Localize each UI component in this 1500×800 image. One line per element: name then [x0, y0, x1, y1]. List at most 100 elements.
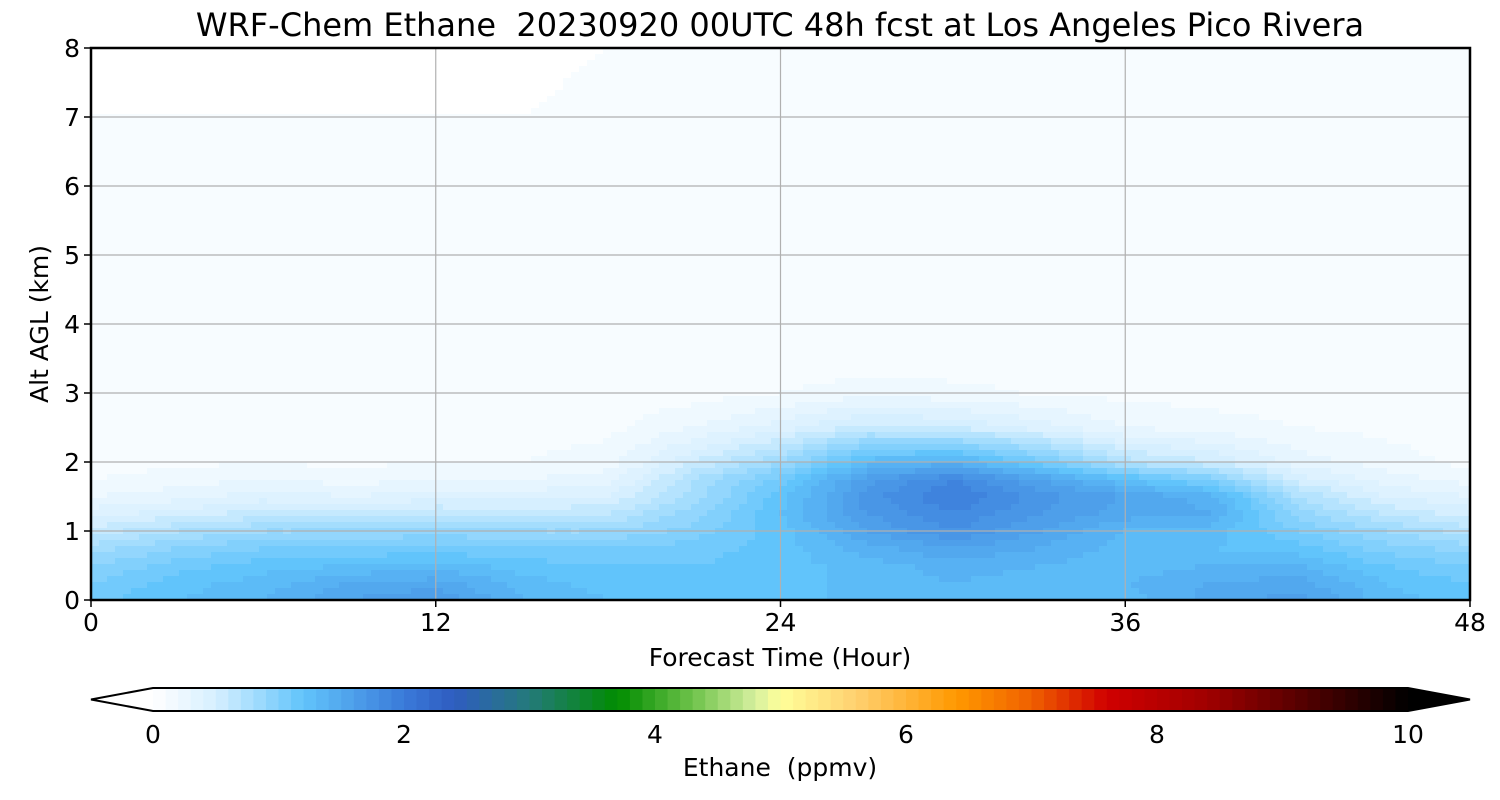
contour-cell: [1003, 174, 1012, 181]
contour-cell: [1235, 150, 1244, 157]
contour-cell: [507, 144, 516, 151]
contour-cell: [531, 66, 540, 73]
contour-cell: [907, 84, 916, 91]
contour-cell: [611, 162, 620, 169]
contour-cell: [1075, 96, 1084, 103]
contour-cell: [387, 198, 396, 205]
contour-cell: [1459, 126, 1468, 133]
contour-cell: [1291, 192, 1300, 199]
contour-cell: [1299, 192, 1308, 199]
contour-cell: [739, 138, 748, 145]
contour-cell: [235, 174, 244, 181]
contour-cell: [979, 192, 988, 199]
contour-cell: [1411, 168, 1420, 175]
contour-cell: [1203, 138, 1212, 145]
contour-cell: [963, 126, 972, 133]
contour-cell: [451, 96, 460, 103]
contour-cell: [795, 138, 804, 145]
contour-cell: [1203, 180, 1212, 187]
contour-cell: [131, 84, 140, 91]
contour-cell: [1283, 48, 1292, 55]
contour-cell: [1203, 174, 1212, 181]
contour-cell: [675, 186, 684, 193]
contour-cell: [1147, 180, 1156, 187]
contour-cell: [531, 108, 540, 115]
contour-cell: [115, 66, 124, 73]
contour-cell: [243, 132, 252, 139]
contour-cell: [1323, 84, 1332, 91]
contour-cell: [859, 144, 868, 151]
contour-cell: [1091, 210, 1100, 217]
contour-cell: [939, 198, 948, 205]
contour-cell: [179, 138, 188, 145]
contour-cell: [347, 186, 356, 193]
contour-cell: [635, 48, 644, 55]
contour-cell: [123, 66, 132, 73]
contour-cell: [259, 198, 268, 205]
contour-cell: [315, 90, 324, 97]
contour-cell: [1411, 144, 1420, 151]
contour-cell: [283, 180, 292, 187]
contour-cell: [899, 210, 908, 217]
contour-cell: [827, 120, 836, 127]
contour-cell: [691, 84, 700, 91]
contour-cell: [963, 120, 972, 127]
contour-cell: [1251, 120, 1260, 127]
contour-cell: [275, 108, 284, 115]
contour-cell: [739, 60, 748, 67]
contour-cell: [1323, 54, 1332, 61]
contour-cell: [1083, 156, 1092, 163]
contour-cell: [1283, 66, 1292, 73]
contour-cell: [299, 72, 308, 79]
contour-cell: [1323, 48, 1332, 55]
contour-cell: [275, 186, 284, 193]
contour-cell: [1403, 180, 1412, 187]
contour-cell: [531, 78, 540, 85]
contour-cell: [1011, 156, 1020, 163]
contour-cell: [939, 96, 948, 103]
contour-cell: [595, 180, 604, 187]
contour-cell: [291, 120, 300, 127]
contour-cell: [451, 150, 460, 157]
contour-cell: [747, 210, 756, 217]
contour-cell: [867, 138, 876, 145]
contour-cell: [571, 66, 580, 73]
contour-cell: [875, 72, 884, 79]
contour-cell: [1275, 96, 1284, 103]
contour-cell: [379, 186, 388, 193]
contour-cell: [843, 132, 852, 139]
contour-cell: [1235, 108, 1244, 115]
contour-cell: [475, 144, 484, 151]
contour-cell: [915, 198, 924, 205]
contour-cell: [363, 186, 372, 193]
contour-cell: [779, 204, 788, 211]
contour-cell: [979, 84, 988, 91]
contour-cell: [475, 192, 484, 199]
contour-cell: [1203, 216, 1212, 223]
contour-cell: [1043, 72, 1052, 79]
contour-cell: [539, 216, 548, 223]
contour-cell: [123, 216, 132, 223]
contour-cell: [1195, 90, 1204, 97]
contour-cell: [267, 108, 276, 115]
contour-cell: [1043, 48, 1052, 55]
contour-cell: [315, 84, 324, 91]
contour-cell: [211, 72, 220, 79]
contour-cell: [819, 198, 828, 205]
contour-cell: [1371, 78, 1380, 85]
contour-cell: [1339, 60, 1348, 67]
contour-cell: [1179, 198, 1188, 205]
contour-cell: [1187, 180, 1196, 187]
contour-cell: [947, 162, 956, 169]
contour-cell: [1019, 174, 1028, 181]
contour-cell: [1227, 78, 1236, 85]
contour-cell: [187, 78, 196, 85]
contour-cell: [1387, 210, 1396, 217]
contour-cell: [739, 120, 748, 127]
contour-cell: [163, 120, 172, 127]
contour-cell: [123, 78, 132, 85]
contour-cell: [211, 84, 220, 91]
contour-cell: [555, 204, 564, 211]
contour-cell: [667, 54, 676, 61]
contour-cell: [1059, 108, 1068, 115]
